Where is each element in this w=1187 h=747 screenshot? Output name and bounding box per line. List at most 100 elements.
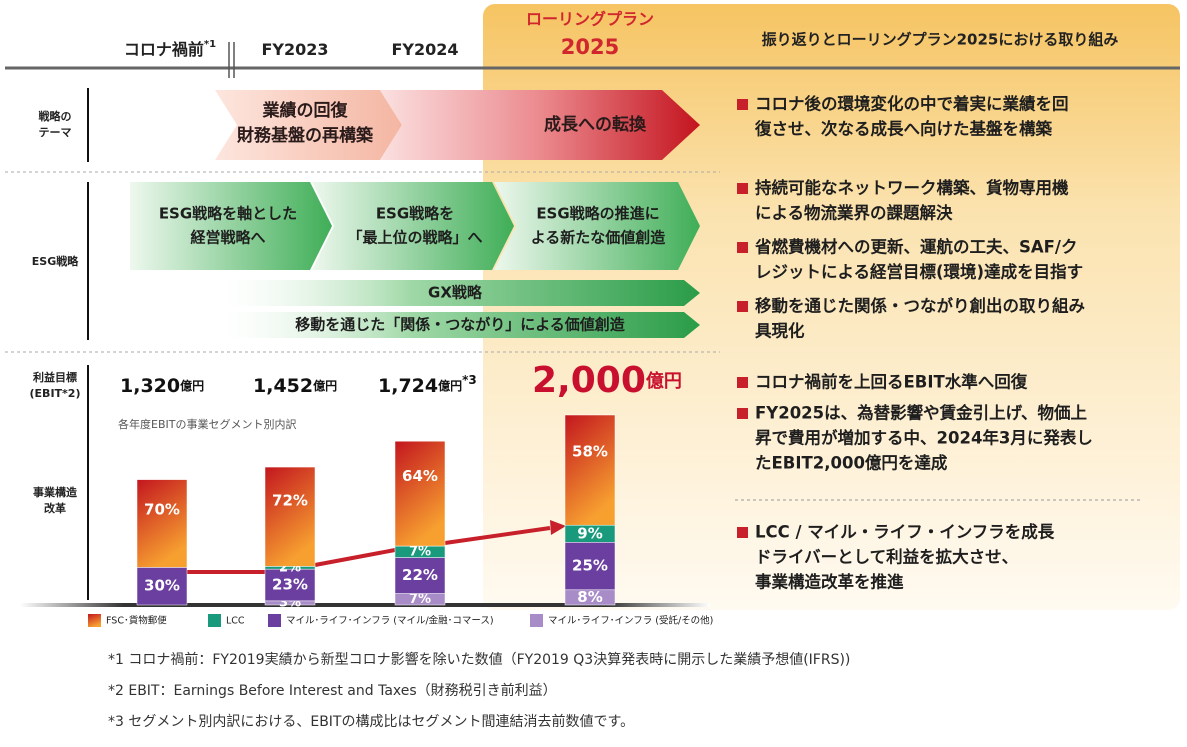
bar-segment xyxy=(564,414,616,526)
bullet-marker xyxy=(737,301,748,312)
arrow-text: ESG戦略を軸とした xyxy=(159,205,297,223)
arrow-text: 財務基盤の再構築 xyxy=(236,125,374,146)
bullet-marker xyxy=(737,183,748,194)
theme-arrow xyxy=(380,90,700,160)
bullet-text: 持続可能なネットワーク構築、貨物専用機 xyxy=(755,178,1069,198)
bar-segment xyxy=(394,557,446,594)
ebit-value: 1,320億円 xyxy=(120,375,204,397)
bullet-text: コロナ後の環境変化の中で着実に業績を回 xyxy=(755,94,1069,114)
bullet-text: ドライバーとして利益を拡大させ、 xyxy=(755,547,1018,567)
ebit-unit: 億円 xyxy=(646,370,682,392)
esg-band xyxy=(220,280,700,306)
arrow-text: ESG戦略の推進に xyxy=(536,205,659,223)
chart-subtitle: 各年度EBITの事業セグメント別内訳 xyxy=(118,417,296,431)
ebit-value: 2,000億円 xyxy=(532,360,682,401)
bar-segment xyxy=(264,466,316,567)
arrow-text: よる新たな価値創造 xyxy=(531,229,666,247)
row-label: 改革 xyxy=(44,501,66,515)
bar-label: 72% xyxy=(272,491,308,509)
bar-label: 7% xyxy=(409,544,431,559)
esg-arrow xyxy=(494,182,700,270)
bar-label: 7% xyxy=(409,592,431,607)
plan-header: ローリングプラン xyxy=(526,10,654,29)
bullet-text: 移動を通じた関係・つながり創出の取り組み xyxy=(755,296,1086,316)
bullet-text: レジットによる経営目標(環境)達成を目指す xyxy=(755,262,1083,282)
column-header: FY2024 xyxy=(391,40,458,59)
arrow-text: ESG戦略を xyxy=(376,205,454,223)
bar-segment xyxy=(564,542,616,591)
bullet-marker xyxy=(737,99,748,110)
footnote: *2 EBIT：Earnings Before Interest and Tax… xyxy=(108,682,557,699)
bar-label: 8% xyxy=(577,588,602,606)
bullet-text: 省燃費機材への更新、運航の工夫、SAF/ク xyxy=(754,237,1077,257)
esg-band xyxy=(220,312,700,338)
bullet-text: 復させ、次なる成長へ向けた基盤を構築 xyxy=(754,119,1053,139)
column-header-note: *1 xyxy=(204,39,216,50)
bullet-text: LCC / マイル・ライフ・インフラを成長 xyxy=(755,522,1055,542)
row-label: 利益目標 xyxy=(33,370,77,384)
arrow-text: 経営戦略へ xyxy=(190,229,265,247)
bullet-text: 具現化 xyxy=(755,321,805,341)
band-text: GX戦略 xyxy=(428,284,483,302)
row-label: 戦略の xyxy=(39,109,72,123)
column-header-label: FY2024 xyxy=(391,40,458,59)
legend-label: マイル･ライフ･インフラ (受託/その他) xyxy=(548,615,713,627)
bullet-text: 昇で費用が増加する中、2024年3月に発表し xyxy=(755,428,1093,448)
legend-label: マイル･ライフ･インフラ (マイル/金融･コマース) xyxy=(286,615,494,627)
bullet-text: コロナ禍前を上回るEBIT水準へ回復 xyxy=(755,372,1028,392)
legend-swatch xyxy=(530,614,543,627)
bullet-marker xyxy=(737,408,748,419)
bar-label: 9% xyxy=(577,524,602,542)
arrow-text: 成長への転換 xyxy=(544,114,647,135)
bullet-text: による物流業界の課題解決 xyxy=(755,203,953,223)
bullet-text: 事業構造改革を推進 xyxy=(755,572,904,592)
trend-arrowhead xyxy=(550,520,566,535)
footnote: *3 セグメント別内訳における、EBITの構成比はセグメント間連結消去前数値です… xyxy=(108,713,634,730)
bullet-marker xyxy=(737,377,748,388)
arrow-text: 「最上位の戦略」へ xyxy=(347,229,482,247)
footnote: *1 コロナ禍前：FY2019実績から新型コロナ影響を除いた数値（FY2019 … xyxy=(108,651,850,668)
ebit-unit: 億円 xyxy=(438,378,462,393)
legend-swatch xyxy=(268,614,281,627)
plan-header: 2025 xyxy=(561,35,619,59)
column-header: FY2023 xyxy=(261,40,328,59)
legend-swatch xyxy=(208,614,221,627)
legend-swatch xyxy=(88,614,101,627)
arrow-text: 業績の回復 xyxy=(263,100,349,121)
column-header: コロナ禍前*1 xyxy=(124,39,216,59)
ebit-value: 1,724億円*3 xyxy=(378,373,477,397)
bullet-text: FY2025は、為替影響や賃金引上げ、物価上 xyxy=(755,403,1087,423)
bar-label: 58% xyxy=(572,443,608,461)
row-label: (EBIT*2) xyxy=(30,387,81,400)
bullet-text: たEBIT2,000億円を達成 xyxy=(755,453,948,473)
bar-label: 25% xyxy=(572,557,608,575)
ebit-value: 1,452億円 xyxy=(253,375,337,397)
row-label: テーマ xyxy=(39,126,72,139)
right-title: 振り返りとローリングプラン2025における取り組み xyxy=(762,31,1119,49)
bullet-marker xyxy=(737,242,748,253)
trend-arrow xyxy=(314,548,396,567)
esg-arrow xyxy=(312,182,514,270)
row-label: 事業構造 xyxy=(33,485,78,499)
bar-segment xyxy=(394,440,446,547)
band-text: 移動を通じた「関係・つながり」による価値創造 xyxy=(295,316,625,334)
row-label: ESG戦略 xyxy=(32,254,79,268)
ebit-value-number: 1,724 xyxy=(378,375,438,397)
bar-label: 30% xyxy=(144,577,180,595)
column-header-label: FY2023 xyxy=(261,40,328,59)
column-header-label: コロナ禍前 xyxy=(124,40,204,59)
esg-arrow xyxy=(130,182,332,270)
legend-label: FSC･貨物郵便 xyxy=(106,615,167,627)
bullet-marker xyxy=(737,527,748,538)
legend-label: LCC xyxy=(226,616,245,627)
ebit-note: *3 xyxy=(462,373,477,387)
bar-label: 70% xyxy=(144,500,180,518)
baseline xyxy=(20,603,710,607)
bar-label: 64% xyxy=(402,467,438,485)
ebit-unit: 億円 xyxy=(180,378,204,393)
ebit-value-number: 1,452 xyxy=(253,375,313,397)
bar-label: 23% xyxy=(272,575,308,593)
trend-arrow xyxy=(444,526,551,545)
bar-label: 22% xyxy=(402,566,438,584)
